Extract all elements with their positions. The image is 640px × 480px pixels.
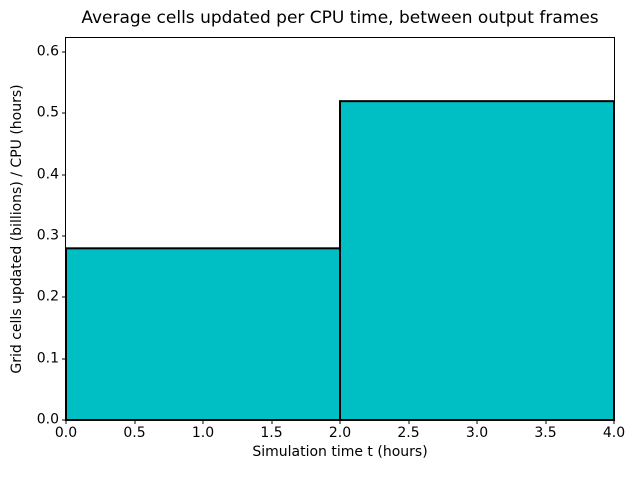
x-tick-label: 0.0	[54, 425, 78, 441]
y-tick-mark	[62, 296, 66, 298]
plot-area: 0.0 0.5 1.0 1.5 2.0 2.5 3.0 3.5 4.0 0.0 0.1 0.2 0.3 0…	[37, 37, 625, 441]
x-tick-mark	[271, 420, 272, 424]
y-tick-label: 0.6	[36, 43, 59, 60]
x-tick-mark	[545, 420, 546, 424]
y-tick-label: 0.3	[36, 227, 59, 244]
y-tick-label: 0.1	[36, 350, 59, 367]
x-tick-mark	[476, 420, 478, 424]
x-tick-label: 2.5	[397, 425, 420, 441]
y-tick-label: 0.2	[36, 288, 59, 305]
x-tick-label: 0.5	[123, 425, 146, 441]
x-tick-mark	[408, 420, 409, 424]
y-tick-label: 0.0	[36, 411, 59, 428]
bars-layer	[66, 100, 614, 420]
chart-title: Average cells updated per CPU time, betw…	[81, 8, 599, 28]
x-axis-label: Simulation time t (hours)	[252, 444, 428, 460]
y-tick-mark	[62, 112, 66, 114]
y-tick-mark	[62, 419, 66, 421]
x-tick-mark	[134, 420, 135, 424]
x-tick-mark	[613, 420, 615, 424]
x-tick-mark	[65, 420, 67, 424]
y-tick-mark	[62, 235, 66, 237]
y-tick-mark	[62, 51, 66, 53]
y-tick-mark	[62, 358, 66, 360]
x-tick-label: 4.0	[602, 425, 626, 441]
x-tick-mark	[202, 420, 204, 424]
y-tick-mark	[62, 174, 66, 176]
y-tick-label: 0.5	[36, 104, 59, 121]
x-tick-label: 3.0	[465, 425, 489, 441]
x-tick-label: 1.5	[260, 425, 283, 441]
y-tick-label: 0.4	[36, 166, 59, 183]
x-tick-mark	[339, 420, 341, 424]
histogram-bar	[66, 247, 341, 420]
y-axis-label: Grid cells updated (billions) / CPU (hou…	[9, 84, 25, 374]
x-tick-label: 3.5	[534, 425, 557, 441]
x-tick-label: 1.0	[191, 425, 215, 441]
histogram-bar	[339, 100, 614, 420]
x-tick-label: 2.0	[328, 425, 352, 441]
